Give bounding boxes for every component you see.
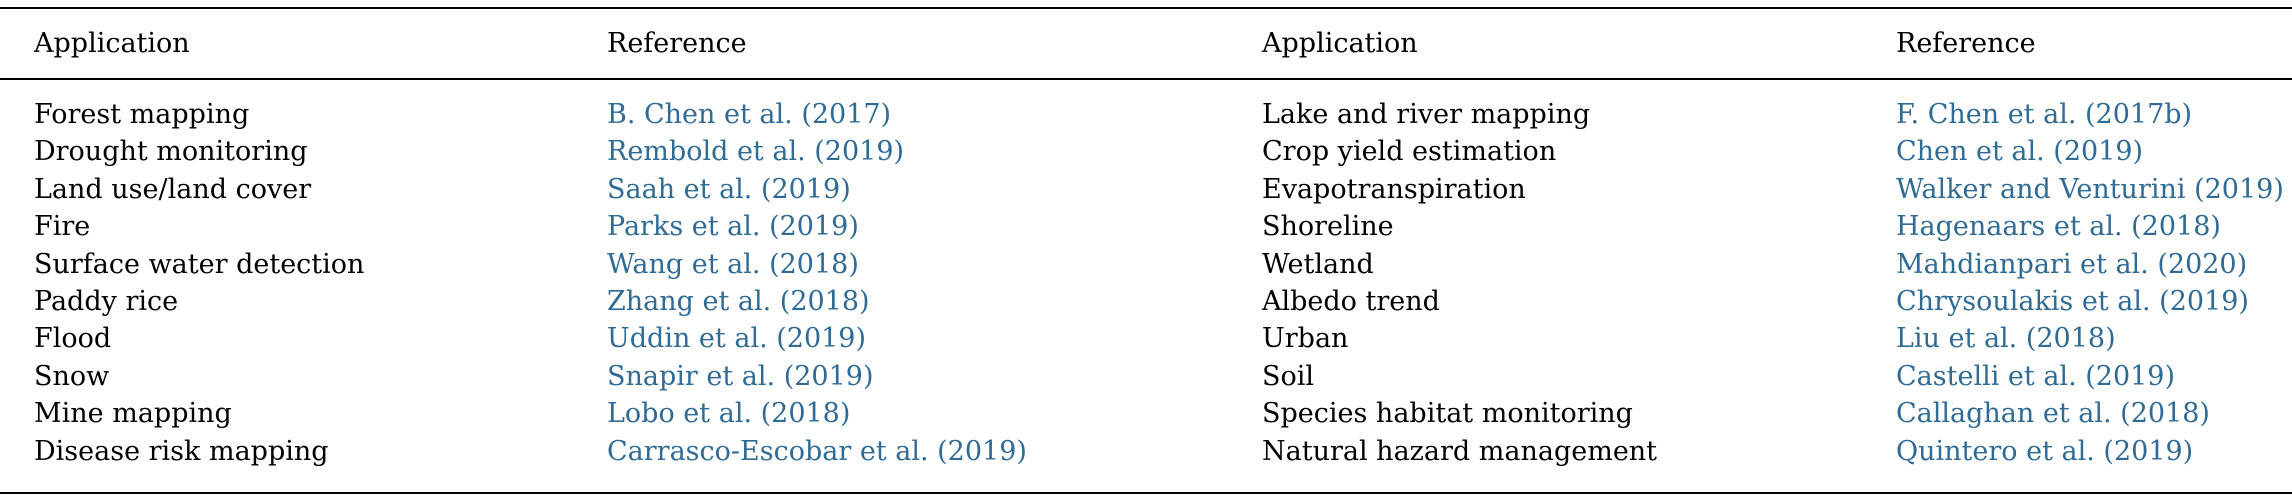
application-cell-right: Evapotranspiration (1262, 173, 1526, 205)
reference-link-right[interactable]: Chrysoulakis et al. (2019) (1896, 286, 2249, 317)
reference-link-right[interactable]: Callaghan et al. (2018) (1896, 398, 2210, 430)
application-cell-right: Wetland (1262, 248, 1374, 280)
application-cell-left: Snow (34, 360, 110, 392)
application-cell-left: Land use/land cover (34, 173, 312, 205)
reference-link-left[interactable]: Wang et al. (2018) (607, 248, 859, 280)
application-cell-left: Surface water detection (34, 248, 365, 280)
application-cell-right: Urban (1262, 323, 1349, 355)
application-cell-left: Fire (34, 211, 91, 243)
header-application-left: Application (34, 28, 190, 59)
header-application-right: Application (1262, 28, 1418, 59)
table-top-rule (0, 7, 2292, 9)
reference-link-left[interactable]: Carrasco-Escobar et al. (2019) (607, 435, 1027, 467)
header-reference-right: Reference (1896, 28, 2036, 59)
reference-link-left[interactable]: B. Chen et al. (2017) (607, 99, 892, 130)
application-cell-right: Soil (1262, 360, 1315, 392)
reference-link-right[interactable]: Walker and Venturini (2019) (1896, 173, 2284, 205)
reference-link-left[interactable]: Uddin et al. (2019) (607, 323, 867, 355)
reference-link-right[interactable]: Chen et al. (2019) (1896, 136, 2144, 168)
application-cell-right: Albedo trend (1262, 286, 1440, 317)
reference-link-right[interactable]: F. Chen et al. (2017b) (1896, 99, 2193, 130)
application-cell-left: Forest mapping (34, 99, 250, 130)
application-cell-left: Paddy rice (34, 286, 179, 317)
table-header-rule (0, 78, 2292, 80)
application-cell-right: Species habitat monitoring (1262, 398, 1633, 430)
reference-link-left[interactable]: Lobo et al. (2018) (607, 398, 851, 430)
application-cell-right: Crop yield estimation (1262, 136, 1557, 168)
reference-link-right[interactable]: Hagenaars et al. (2018) (1896, 211, 2221, 243)
application-cell-right: Shoreline (1262, 211, 1394, 243)
application-cell-right: Lake and river mapping (1262, 99, 1591, 130)
application-cell-right: Natural hazard management (1262, 435, 1658, 467)
reference-link-left[interactable]: Saah et al. (2019) (607, 173, 851, 205)
reference-link-right[interactable]: Mahdianpari et al. (2020) (1896, 248, 2248, 280)
table-bottom-rule (0, 492, 2292, 494)
application-cell-left: Mine mapping (34, 398, 232, 430)
reference-link-left[interactable]: Rembold et al. (2019) (607, 136, 905, 168)
header-reference-left: Reference (607, 28, 747, 59)
reference-link-right[interactable]: Quintero et al. (2019) (1896, 435, 2194, 467)
application-cell-left: Flood (34, 323, 112, 355)
application-cell-left: Drought monitoring (34, 136, 308, 168)
reference-link-left[interactable]: Parks et al. (2019) (607, 211, 859, 243)
application-cell-left: Disease risk mapping (34, 435, 329, 467)
reference-link-left[interactable]: Snapir et al. (2019) (607, 360, 874, 392)
reference-link-right[interactable]: Castelli et al. (2019) (1896, 360, 2176, 392)
reference-link-right[interactable]: Liu et al. (2018) (1896, 323, 2116, 355)
reference-link-left[interactable]: Zhang et al. (2018) (607, 286, 870, 317)
